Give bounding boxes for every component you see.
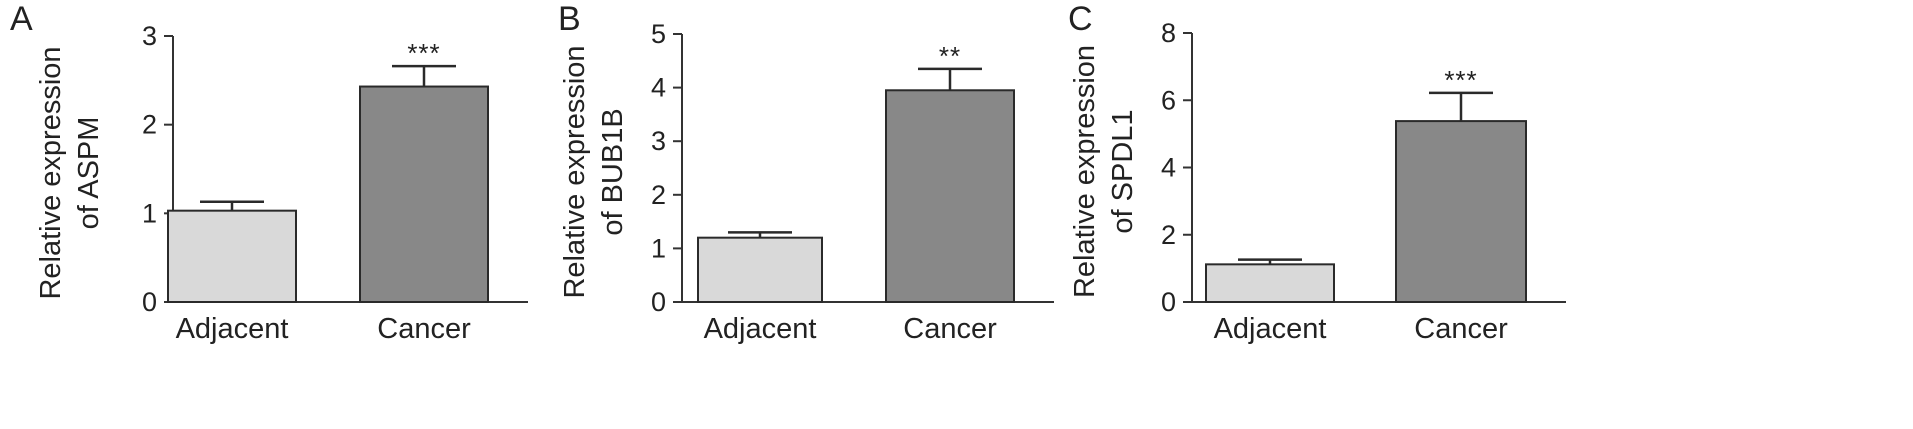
significance-label: *** (1444, 65, 1477, 95)
significance-label: ** (939, 41, 961, 71)
chart-panel-a: A 0 1 2 3 Relative expression of ASPM Adjacent *… (10, 0, 528, 345)
bar-adjacent (167, 209, 297, 304)
y-axis-title: of ASPM (73, 117, 105, 230)
y-tick-label: 2 (1161, 220, 1176, 250)
bar-cancer (885, 89, 1015, 303)
y-tick-label: 2 (651, 180, 666, 210)
x-category-label: Adjacent (704, 313, 817, 345)
y-tick-label: 0 (1161, 287, 1176, 317)
y-tick-label: 4 (651, 73, 666, 103)
panel-letter: B (558, 0, 581, 38)
y-tick-label: 3 (142, 21, 157, 51)
y-tick-label: 2 (142, 110, 157, 140)
panel-letter: C (1068, 0, 1093, 38)
y-tick-label: 6 (1161, 85, 1176, 115)
bar-adjacent (1205, 263, 1335, 303)
y-tick-label: 3 (651, 126, 666, 156)
bar-cancer (359, 85, 489, 304)
x-category-label: Adjacent (176, 313, 289, 345)
y-axis-title: Relative expression (1069, 45, 1101, 298)
bar-cancer (1395, 120, 1527, 303)
y-axis-title: of BUB1B (597, 108, 629, 235)
bar-adjacent (697, 236, 823, 303)
y-tick-label: 0 (142, 287, 157, 317)
y-tick-label: 8 (1161, 18, 1176, 48)
y-tick-label: 5 (651, 19, 666, 49)
y-tick-label: 1 (651, 233, 666, 263)
x-category-label: Cancer (377, 313, 471, 345)
x-category-label: Cancer (1414, 313, 1508, 345)
y-tick-label: 4 (1161, 153, 1176, 183)
x-category-label: Adjacent (1214, 313, 1327, 345)
chart-panel-b: B 0 1 2 3 4 5 Relative expression of BUB1B Adjace… (558, 0, 1054, 345)
panel-letter: A (10, 0, 33, 38)
significance-label: *** (407, 38, 440, 68)
chart-panel-c: C 0 2 4 6 8 Relative expression of SPDL1 Adjacen… (1068, 0, 1566, 345)
y-axis-title: Relative expression (559, 45, 591, 298)
y-axis-title: Relative expression (35, 46, 67, 299)
y-tick-label: 1 (142, 198, 157, 228)
y-tick-label: 0 (651, 287, 666, 317)
y-axis-title: of SPDL1 (1107, 109, 1139, 233)
x-category-label: Cancer (903, 313, 997, 345)
